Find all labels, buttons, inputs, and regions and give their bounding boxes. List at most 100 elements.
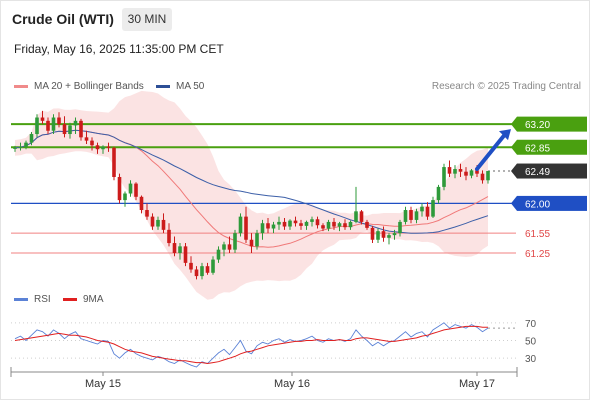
ma50-swatch xyxy=(156,85,170,88)
candle-body xyxy=(414,211,419,220)
candle-body xyxy=(469,170,474,176)
timeframe-button[interactable]: 30 MIN xyxy=(122,8,172,31)
candle-body xyxy=(128,183,133,194)
candle-body xyxy=(343,223,347,228)
candle-body xyxy=(260,223,265,234)
candle-body xyxy=(172,243,177,253)
legend-ma50: MA 50 xyxy=(156,81,204,92)
candle-body xyxy=(249,239,254,247)
candle-body xyxy=(178,246,182,253)
candle-body xyxy=(150,216,155,227)
candle-body xyxy=(211,259,215,273)
candle-body xyxy=(73,120,78,126)
rsi-swatch xyxy=(14,298,28,301)
rsi-tick-70: 70 xyxy=(525,319,537,330)
candle-body xyxy=(183,246,188,263)
instrument-title: Crude Oil (WTI) xyxy=(12,11,114,27)
candle-body xyxy=(244,216,248,240)
level-label-62.85: 62.85 xyxy=(525,143,550,154)
candle-body xyxy=(381,231,386,238)
legend-rsi-ma: 9MA xyxy=(63,294,104,305)
candle-body xyxy=(464,171,468,176)
candle-body xyxy=(447,167,452,174)
candle-body xyxy=(304,221,309,226)
level-label-62.00: 62.00 xyxy=(525,199,550,210)
candle-body xyxy=(200,266,204,277)
candle-body xyxy=(68,125,72,135)
candle-body xyxy=(233,233,237,250)
candle-body xyxy=(205,266,210,273)
legend-ma20: MA 20 + Bollinger Bands xyxy=(14,81,144,92)
candle-body xyxy=(282,221,287,227)
level-box-tip xyxy=(511,195,517,211)
candle-body xyxy=(453,169,457,174)
candle-body xyxy=(293,220,298,224)
rsi-line xyxy=(14,322,489,368)
datetime-label: Friday, May 16, 2025 11:35:00 PM CET xyxy=(14,42,224,56)
candle-body xyxy=(18,146,23,148)
candle-body xyxy=(315,219,320,226)
candle-body xyxy=(387,235,391,238)
rsi-tick-50: 50 xyxy=(525,337,537,348)
candle-body xyxy=(271,224,276,229)
candle-body xyxy=(475,170,479,174)
candle-body xyxy=(310,219,314,222)
level-label-61.25: 61.25 xyxy=(525,249,550,260)
candle-body xyxy=(222,244,226,250)
rsi-ma-swatch xyxy=(63,298,77,301)
candle-body xyxy=(106,146,111,148)
level-label-62.49: 62.49 xyxy=(525,167,550,178)
candle-body xyxy=(101,146,105,150)
candle-body xyxy=(90,140,94,146)
forecast-arrow-head xyxy=(499,129,511,141)
candle-body xyxy=(13,147,17,149)
candle-body xyxy=(337,223,342,227)
candle-body xyxy=(486,171,490,181)
level-box-tip xyxy=(511,116,517,132)
level-box-62.00 xyxy=(517,195,587,211)
candle-body xyxy=(348,221,353,228)
candle-body xyxy=(431,200,435,217)
candle-body xyxy=(480,173,485,181)
candle-body xyxy=(436,186,441,201)
candle-body xyxy=(161,219,166,230)
candle-body xyxy=(57,117,61,125)
candle-body xyxy=(442,167,446,187)
level-label-61.55: 61.55 xyxy=(525,229,550,240)
candle-body xyxy=(29,134,34,143)
candle-body xyxy=(139,196,144,211)
x-tick-label: May 16 xyxy=(274,378,310,390)
level-box-62.85 xyxy=(517,139,587,155)
credit-label: Research © 2025 Trading Central xyxy=(431,81,581,92)
candle-body xyxy=(189,262,193,270)
legend-rsi: RSI xyxy=(14,294,51,305)
candle-body xyxy=(277,221,281,225)
candle-body xyxy=(425,206,430,217)
x-tick-label: May 15 xyxy=(85,378,121,390)
x-tick-label: May 17 xyxy=(459,378,495,390)
candle-body xyxy=(370,227,375,240)
forecast-arrow-shaft xyxy=(475,131,508,172)
candle-body xyxy=(134,183,138,197)
candle-body xyxy=(117,176,122,201)
candle-body xyxy=(332,221,336,227)
ma20-swatch xyxy=(14,85,28,88)
candle-body xyxy=(266,223,270,229)
candle-body xyxy=(255,233,259,247)
candle-body xyxy=(40,117,45,121)
candle-body xyxy=(365,221,369,228)
candle-body xyxy=(84,137,89,141)
candle-body xyxy=(354,211,358,222)
candle-body xyxy=(403,210,408,222)
candle-body xyxy=(145,210,149,217)
rsi-ma-line xyxy=(14,325,488,365)
candle-body xyxy=(79,120,83,138)
candle-body xyxy=(194,269,199,277)
candle-body xyxy=(95,145,100,150)
candle-body xyxy=(156,219,160,227)
level-box-tip xyxy=(511,139,517,155)
ma50-line xyxy=(14,129,489,234)
ma20-label: MA 20 + Bollinger Bands xyxy=(34,81,144,92)
